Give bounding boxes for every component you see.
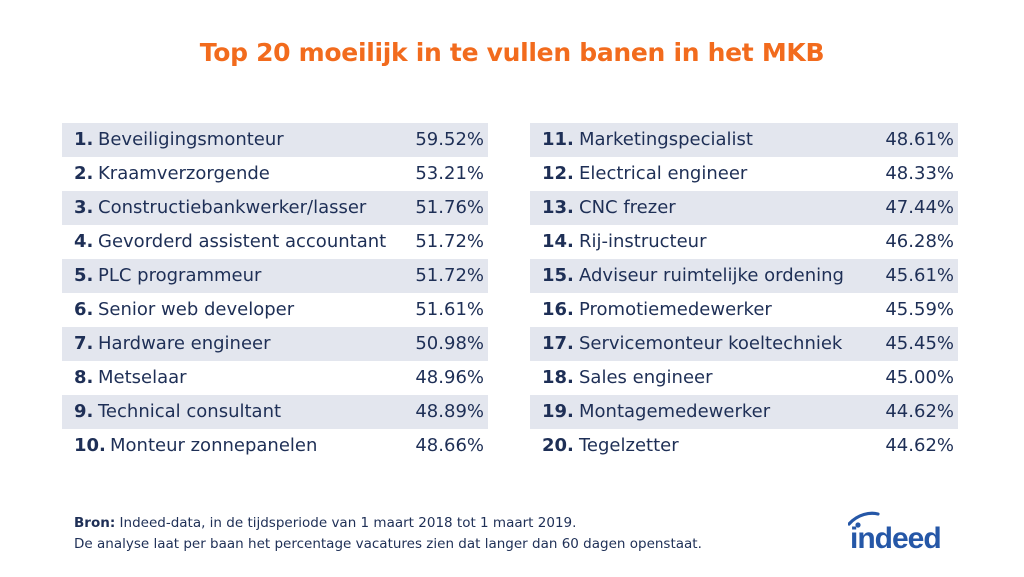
indeed-logo-text: indeed [850,522,941,554]
rank-label: 8. [74,367,94,388]
indeed-logo: indeed [848,511,942,554]
table-row: 6. Senior web developer 51.61% [62,293,488,327]
percentage-value: 44.62% [885,435,954,456]
indeed-logo-dot [855,522,861,528]
percentage-value: 46.28% [885,231,954,252]
rank-label: 18. [542,367,574,388]
percentage-value: 59.52% [415,129,484,150]
rank-label: 14. [542,231,574,252]
table-row: 9. Technical consultant 48.89% [62,395,488,429]
percentage-value: 51.72% [415,265,484,286]
job-title: Kraamverzorgende [98,163,270,184]
rank-label: 4. [74,231,94,252]
job-title: Rij-instructeur [579,231,707,252]
job-title: Montagemedewerker [579,401,771,422]
rank-label: 3. [74,197,94,218]
table-row: 17. Servicemonteur koeltechniek 45.45% [530,327,958,361]
rank-label: 11. [542,129,574,150]
job-title: Hardware engineer [98,333,271,354]
percentage-value: 48.89% [415,401,484,422]
job-title: Metselaar [98,367,187,388]
table-row: 3. Constructiebankwerker/lasser 51.76% [62,191,488,225]
table-row: 13. CNC frezer 47.44% [530,191,958,225]
job-title: Beveiligingsmonteur [98,129,284,150]
source-line: Bron: Indeed-data, in de tijdsperiode va… [74,513,702,534]
table-column-right: 11. Marketingspecialist 48.61% 12. Electrica… [530,123,958,463]
rank-label: 17. [542,333,574,354]
source-label: Bron: [74,515,116,531]
source-text: Indeed-data, in de tijdsperiode van 1 ma… [119,515,577,531]
job-title: PLC programmeur [98,265,262,286]
table-row: 10. Monteur zonnepanelen 48.66% [62,429,488,463]
rank-label: 15. [542,265,574,286]
job-title: Senior web developer [98,299,295,320]
table-row: 20. Tegelzetter 44.62% [530,429,958,463]
percentage-value: 51.72% [415,231,484,252]
job-title: CNC frezer [579,197,676,218]
percentage-value: 53.21% [415,163,484,184]
table-column-left: 1. Beveiligingsmonteur 59.52% 2. Kraamverzor… [62,123,488,463]
indeed-logo-arc [848,511,880,526]
job-title: Technical consultant [98,401,282,422]
percentage-value: 45.45% [885,333,954,354]
table-row: 18. Sales engineer 45.00% [530,361,958,395]
rank-label: 6. [74,299,94,320]
job-title: Gevorderd assistent accountant [98,231,387,252]
rank-label: 20. [542,435,574,456]
percentage-value: 45.59% [885,299,954,320]
percentage-value: 48.66% [415,435,484,456]
table-row: 4. Gevorderd assistent accountant 51.72% [62,225,488,259]
percentage-value: 48.33% [885,163,954,184]
job-title: Sales engineer [579,367,713,388]
table-row: 2. Kraamverzorgende 53.21% [62,157,488,191]
job-title: Electrical engineer [579,163,748,184]
job-title: Adviseur ruimtelijke ordening [579,265,844,286]
rank-label: 16. [542,299,574,320]
percentage-value: 48.61% [885,129,954,150]
job-title: Promotiemedewerker [579,299,772,320]
percentage-value: 51.61% [415,299,484,320]
job-title: Constructiebankwerker/lasser [98,197,367,218]
table-row: 15. Adviseur ruimtelijke ordening 45.61% [530,259,958,293]
rank-label: 1. [74,129,94,150]
percentage-value: 50.98% [415,333,484,354]
table-row: 19. Montagemedewerker 44.62% [530,395,958,429]
table-row: 8. Metselaar 48.96% [62,361,488,395]
percentage-value: 51.76% [415,197,484,218]
rank-label: 2. [74,163,94,184]
job-title: Marketingspecialist [579,129,753,150]
table-row: 7. Hardware engineer 50.98% [62,327,488,361]
percentage-value: 48.96% [415,367,484,388]
table-row: 16. Promotiemedewerker 45.59% [530,293,958,327]
chart-title: Top 20 moeilijk in te vullen banen in he… [199,38,825,67]
job-title: Monteur zonnepanelen [110,435,318,456]
analysis-note: De analyse laat per baan het percentage … [74,536,702,552]
table-row: 12. Electrical engineer 48.33% [530,157,958,191]
job-title: Tegelzetter [579,435,679,456]
percentage-value: 44.62% [885,401,954,422]
rank-label: 9. [74,401,94,422]
job-title: Servicemonteur koeltechniek [579,333,843,354]
table-row: 1. Beveiligingsmonteur 59.52% [62,123,488,157]
rank-label: 19. [542,401,574,422]
percentage-value: 47.44% [885,197,954,218]
percentage-value: 45.61% [885,265,954,286]
rank-label: 12. [542,163,574,184]
table-row: 5. PLC programmeur 51.72% [62,259,488,293]
table-row: 14. Rij-instructeur 46.28% [530,225,958,259]
source-note: Bron: Indeed-data, in de tijdsperiode va… [74,513,702,555]
table-row: 11. Marketingspecialist 48.61% [530,123,958,157]
rank-label: 5. [74,265,94,286]
rank-label: 10. [74,435,106,456]
rank-label: 13. [542,197,574,218]
rank-label: 7. [74,333,94,354]
percentage-value: 45.00% [885,367,954,388]
